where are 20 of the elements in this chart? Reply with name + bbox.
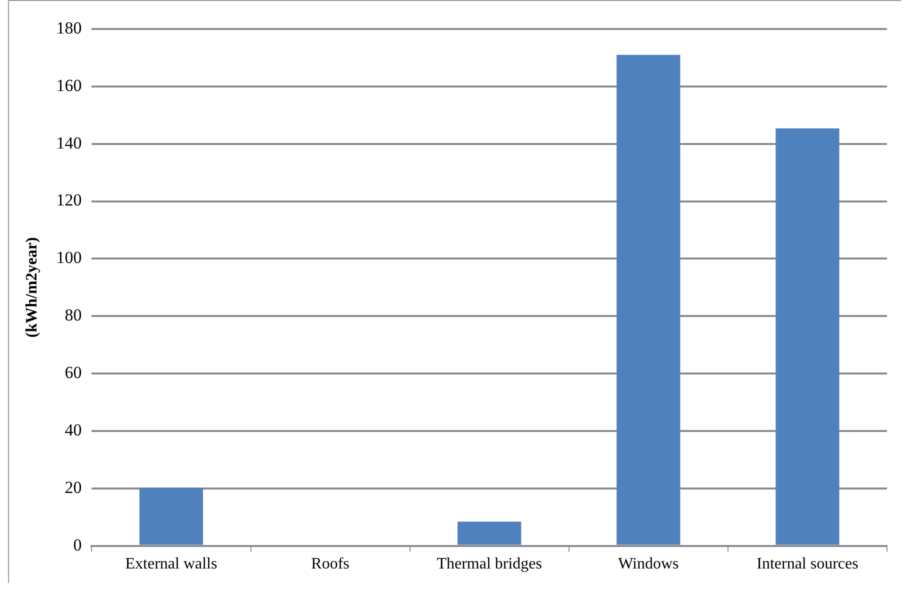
y-axis-title: (kWh/m2year) [24, 237, 41, 338]
bar [616, 54, 680, 545]
y-tick-label: 0 [73, 535, 82, 554]
x-tick-label: Thermal bridges [436, 556, 542, 573]
y-tick-label: 120 [56, 190, 82, 210]
y-tick-label: 60 [64, 363, 82, 382]
y-tick-label: 160 [56, 76, 82, 95]
y-tick-label: 140 [56, 133, 82, 152]
y-tick-label: 20 [64, 478, 82, 497]
y-tick-label: 80 [64, 306, 82, 325]
x-tick-label: External walls [125, 556, 218, 573]
x-tick-label: Windows [618, 556, 679, 573]
x-tick-label: Internal sources [756, 556, 858, 573]
bar [139, 488, 204, 545]
y-tick-label: 100 [56, 248, 82, 268]
bar [458, 522, 522, 545]
y-tick-label: 40 [64, 420, 82, 440]
x-tick-label: Roofs [311, 556, 350, 573]
bar [776, 128, 840, 545]
y-tick-label: 180 [56, 18, 82, 38]
